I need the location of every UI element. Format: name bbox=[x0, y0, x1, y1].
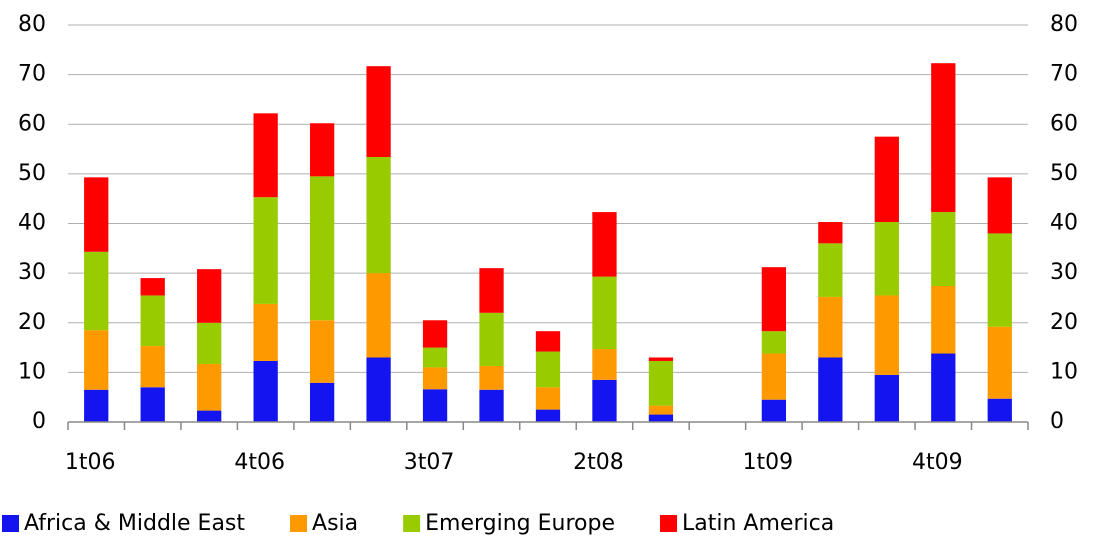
bar-segment bbox=[84, 389, 109, 422]
bar-segment bbox=[535, 331, 561, 352]
y2-tick-label: 80 bbox=[1050, 12, 1078, 37]
bar-segment bbox=[366, 357, 391, 422]
bar-segment bbox=[253, 113, 278, 198]
y2-tick-label: 60 bbox=[1050, 111, 1078, 136]
bar-segment bbox=[140, 295, 165, 347]
legend-swatch bbox=[290, 515, 308, 532]
x-tick-label: 4t09 bbox=[912, 450, 963, 475]
y2-tick-label: 20 bbox=[1050, 310, 1078, 335]
bar-segment bbox=[309, 123, 335, 177]
bar-segment bbox=[479, 389, 504, 422]
bar-segment bbox=[592, 276, 617, 350]
bar-segment bbox=[309, 382, 335, 422]
legend-label: Asia bbox=[312, 511, 358, 536]
bar-segment bbox=[592, 349, 617, 380]
bar-segment bbox=[648, 414, 674, 422]
legend-label: Latin America bbox=[682, 511, 834, 536]
bar-segment bbox=[197, 322, 222, 364]
bar-segment bbox=[479, 365, 504, 390]
legend-label: Africa & Middle East bbox=[24, 511, 245, 536]
bar-segment bbox=[422, 389, 448, 422]
bar-segment bbox=[761, 353, 787, 400]
y-tick-label: 10 bbox=[18, 359, 46, 384]
bar-segment bbox=[592, 212, 617, 277]
bar-segment bbox=[648, 357, 674, 361]
bar-segment bbox=[140, 387, 165, 422]
y2-tick-label: 0 bbox=[1050, 409, 1064, 434]
bar-segment bbox=[818, 296, 843, 358]
y2-tick-label: 10 bbox=[1050, 359, 1078, 384]
bar-segment bbox=[422, 347, 448, 368]
bar-segment bbox=[818, 243, 843, 297]
bar-segment bbox=[874, 374, 899, 422]
x-tick-label: 2t08 bbox=[573, 450, 624, 475]
bar-segment bbox=[874, 295, 899, 375]
bar-segment bbox=[197, 363, 222, 411]
bar-segment bbox=[761, 331, 787, 354]
y-tick-label: 0 bbox=[32, 409, 46, 434]
bar-segment bbox=[761, 399, 787, 422]
bar-segment bbox=[253, 197, 278, 304]
y-tick-label: 70 bbox=[18, 62, 46, 87]
bar-segment bbox=[309, 176, 335, 321]
bar-segment bbox=[535, 409, 561, 422]
bar-segment bbox=[84, 330, 109, 390]
y-tick-label: 20 bbox=[18, 310, 46, 335]
bar-segment bbox=[140, 346, 165, 388]
bar-segment bbox=[874, 222, 899, 296]
bar-segment bbox=[818, 357, 843, 422]
y2-tick-label: 70 bbox=[1050, 62, 1078, 87]
bar-segment bbox=[253, 360, 278, 422]
legend-label: Emerging Europe bbox=[425, 511, 615, 536]
bar-segment bbox=[84, 251, 109, 331]
bar-segment bbox=[987, 398, 1012, 422]
bar-segment bbox=[931, 212, 956, 287]
bar-segment bbox=[422, 320, 448, 348]
bar-segment bbox=[422, 367, 448, 390]
bar-segment bbox=[987, 233, 1012, 327]
bar-segment bbox=[309, 320, 335, 383]
y-tick-label: 80 bbox=[18, 12, 46, 37]
bar-segment bbox=[84, 177, 109, 252]
x-tick-label: 1t09 bbox=[743, 450, 794, 475]
bar-segment bbox=[987, 326, 1012, 399]
bar-segment bbox=[648, 405, 674, 415]
y2-tick-label: 50 bbox=[1050, 161, 1078, 186]
x-tick-label: 3t07 bbox=[404, 450, 455, 475]
bar-segment bbox=[648, 360, 674, 406]
x-tick-label: 1t06 bbox=[65, 450, 116, 475]
bar-segment bbox=[197, 269, 222, 323]
bar-segment bbox=[366, 273, 391, 358]
y-tick-label: 40 bbox=[18, 211, 46, 236]
x-tick-label: 4t06 bbox=[234, 450, 285, 475]
y-tick-label: 60 bbox=[18, 111, 46, 136]
y-tick-label: 50 bbox=[18, 161, 46, 186]
bar-segment bbox=[140, 278, 165, 296]
bar-segment bbox=[874, 136, 899, 223]
legend-swatch bbox=[2, 515, 19, 532]
bar-segment bbox=[197, 410, 222, 422]
bar-segment bbox=[987, 177, 1012, 234]
legend-swatch bbox=[660, 515, 678, 532]
bar-segment bbox=[931, 63, 956, 213]
bar-segment bbox=[818, 222, 843, 244]
bar-segment bbox=[535, 351, 561, 388]
y2-tick-label: 40 bbox=[1050, 211, 1078, 236]
bar-segment bbox=[931, 353, 956, 422]
bar-segment bbox=[479, 312, 504, 366]
bar-segment bbox=[366, 66, 391, 158]
bar-segment bbox=[479, 268, 504, 313]
bar-segment bbox=[592, 379, 617, 422]
bar-segment bbox=[931, 286, 956, 354]
legend-swatch bbox=[403, 515, 421, 532]
bar-segment bbox=[366, 157, 391, 274]
y-tick-label: 30 bbox=[18, 260, 46, 285]
bar-segment bbox=[761, 267, 787, 332]
y2-tick-label: 30 bbox=[1050, 260, 1078, 285]
bar-segment bbox=[253, 303, 278, 361]
bar-segment bbox=[535, 387, 561, 410]
